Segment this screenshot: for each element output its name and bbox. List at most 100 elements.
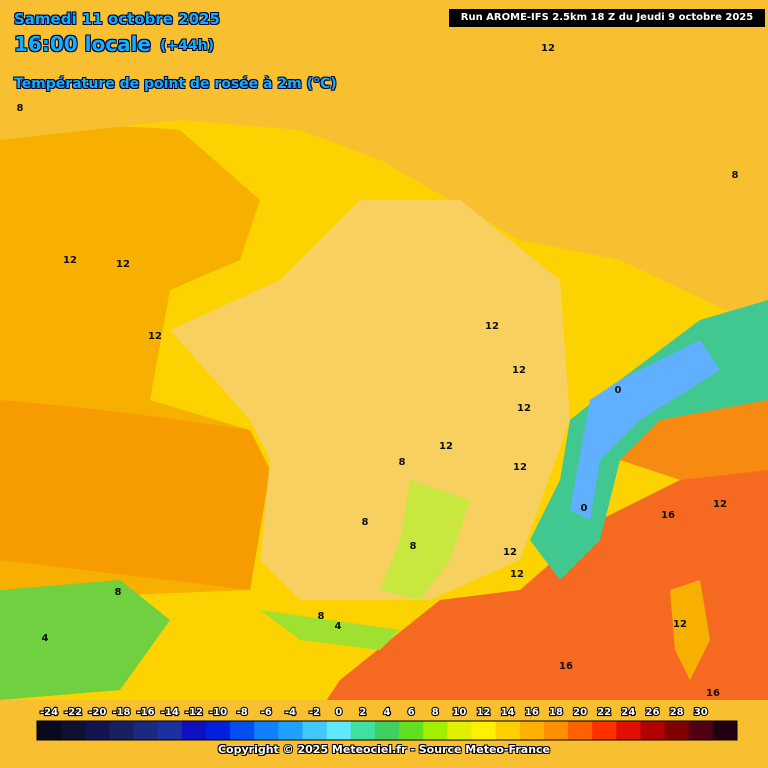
colorbar-swatch <box>350 721 376 740</box>
colorbar-label: -24 <box>40 707 58 718</box>
contour-label: 12 <box>439 441 453 452</box>
contour-label: 12 <box>673 619 687 630</box>
colorbar-swatch <box>302 721 328 740</box>
colorbar-label: 26 <box>646 707 660 718</box>
contour-label: 8 <box>362 517 369 528</box>
contour-label: 0 <box>615 385 622 396</box>
contour-label: 8 <box>410 541 417 552</box>
colorbar-swatch <box>374 721 400 740</box>
lead-time: (+44h) <box>160 38 214 54</box>
colorbar-swatch <box>109 721 135 740</box>
contour-label: 12 <box>513 462 527 473</box>
colorbar-label: -10 <box>209 707 227 718</box>
run-info: Run AROME-IFS 2.5km 18 Z du Jeudi 9 octo… <box>449 9 765 27</box>
contour-label: 12 <box>485 321 499 332</box>
mediterranean <box>300 460 768 740</box>
colorbar-swatch <box>447 721 472 740</box>
contour-label: 12 <box>148 331 162 342</box>
colorbar-swatch <box>543 721 569 740</box>
colorbar-swatch <box>568 721 593 740</box>
colorbar-swatch <box>181 721 207 740</box>
contour-label: 8 <box>318 611 325 622</box>
colorbar-swatch <box>664 721 690 740</box>
contour-label: 12 <box>541 43 555 54</box>
colorbar-label: -12 <box>185 707 203 718</box>
pyrenees <box>260 610 400 650</box>
colorbar-label: 0 <box>335 707 342 718</box>
colorbar-label: -14 <box>161 707 179 718</box>
north <box>0 0 768 330</box>
colorbar-label: 22 <box>597 707 611 718</box>
colorbar-swatch <box>592 721 617 740</box>
field-name: Température de point de rosée à 2m (°C) <box>14 76 337 92</box>
colorbar-swatch <box>712 721 738 740</box>
colorbar-label: -22 <box>64 707 82 718</box>
copyright: Copyright © 2025 Meteociel.fr - Source M… <box>217 743 551 756</box>
alps-peaks <box>570 340 720 520</box>
colorbar-label: 2 <box>359 707 366 718</box>
colorbar-swatch <box>157 721 183 740</box>
colorbar-label: -4 <box>285 707 296 718</box>
contour-label: 12 <box>517 403 531 414</box>
bay-of-biscay <box>0 400 270 590</box>
colorbar-label: 8 <box>432 707 439 718</box>
colorbar-label: 30 <box>694 707 708 718</box>
colorbar-label: -6 <box>261 707 272 718</box>
contour-label: 8 <box>115 587 122 598</box>
colorbar-label: 18 <box>549 707 563 718</box>
iberia-green <box>0 580 170 700</box>
colorbar-label: 28 <box>670 707 684 718</box>
massif-central <box>380 480 470 600</box>
contour-label: 4 <box>335 621 342 632</box>
colorbar-swatch <box>399 721 424 740</box>
contour-label: 8 <box>732 170 739 181</box>
colorbar-swatch <box>423 721 448 740</box>
colorbar-label: 12 <box>477 707 491 718</box>
contour-label: 0 <box>581 503 588 514</box>
contour-label: 4 <box>42 633 49 644</box>
contour-label: 8 <box>399 457 406 468</box>
colorbar-swatch <box>495 721 521 740</box>
colorbar-label: -18 <box>112 707 130 718</box>
colorbar-swatch <box>37 721 62 740</box>
contour-label: 12 <box>510 569 524 580</box>
colorbar-swatch <box>519 721 545 740</box>
colorbar-label: -2 <box>309 707 320 718</box>
date: Samedi 11 octobre 2025 <box>14 10 220 28</box>
colorbar-frame <box>36 720 738 741</box>
colorbar-label: 16 <box>525 707 539 718</box>
colorbar-label: 6 <box>408 707 415 718</box>
contour-label: 12 <box>63 255 77 266</box>
colorbar-label: 14 <box>501 707 515 718</box>
colorbar-swatch <box>640 721 666 740</box>
corsica <box>670 580 710 680</box>
colorbar-swatch <box>133 721 159 740</box>
contour-label: 16 <box>706 688 720 699</box>
colorbar-label: 10 <box>452 707 466 718</box>
colorbar-swatch <box>616 721 641 740</box>
colorbar-label: 4 <box>384 707 391 718</box>
colorbar-label: -20 <box>88 707 106 718</box>
contour-label: 16 <box>559 661 573 672</box>
colorbar-swatch <box>230 721 255 740</box>
colorbar-swatch <box>278 721 304 740</box>
colorbar-swatch <box>205 721 231 740</box>
colorbar-swatch <box>85 721 110 740</box>
colorbar-swatch <box>688 721 714 740</box>
time: 16:00 locale <box>14 32 151 56</box>
colorbar-label: -16 <box>137 707 155 718</box>
contour-label: 12 <box>116 259 130 270</box>
colorbar-label: 20 <box>573 707 587 718</box>
colorbar-swatch <box>61 721 86 740</box>
colorbar-swatch <box>254 721 279 740</box>
colorbar-swatch <box>471 721 497 740</box>
contour-label: 12 <box>503 547 517 558</box>
contour-label: 12 <box>512 365 526 376</box>
colorbar-swatch <box>326 721 352 740</box>
contour-label: 8 <box>17 103 24 114</box>
colorbar-label: -8 <box>237 707 248 718</box>
contour-label: 16 <box>661 510 675 521</box>
colorbar-label: 24 <box>621 707 635 718</box>
